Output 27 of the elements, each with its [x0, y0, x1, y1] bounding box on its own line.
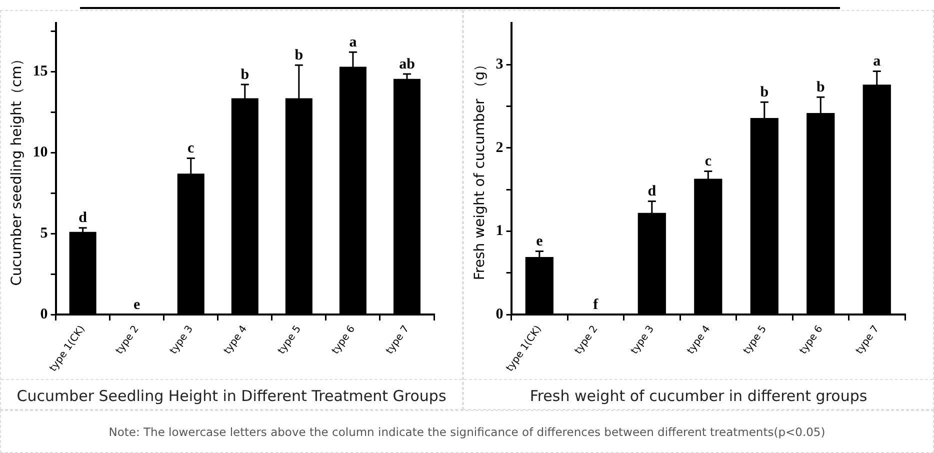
annotation: ab	[399, 56, 415, 72]
annotation: c	[704, 154, 712, 170]
annotation: f	[593, 296, 600, 313]
text: Note: The lowercase letters above the column indicate the significance of differences between different treatments(p<0.05)	[108, 424, 826, 438]
annotation: b	[760, 84, 769, 100]
y-tick-label: 0	[496, 306, 504, 322]
annotation: b	[816, 80, 825, 96]
text: Cucumber Seedling Height in Different Treatment Groups	[1, 379, 462, 412]
annotation: d	[648, 184, 657, 200]
annotation: c	[188, 140, 195, 157]
y-tick-label: 10	[32, 144, 48, 160]
annotation: d	[78, 210, 88, 226]
annotation: e	[536, 234, 544, 250]
y-tick-label: 15	[32, 63, 48, 80]
y-tick-label: 1	[496, 223, 504, 240]
y-axis-title: Cucumber seedling height（cm）	[9, 52, 26, 286]
y-tick-label: 2	[496, 140, 504, 156]
y-tick-label: 5	[40, 225, 48, 242]
annotation: e	[134, 296, 141, 313]
annotation: b	[240, 66, 250, 83]
annotation: b	[294, 47, 304, 64]
text: Fresh weight of cucumber in different groups	[464, 379, 933, 412]
y-axis-title: Fresh weight of cucumber （g）	[472, 57, 488, 280]
y-tick-label: 0	[40, 306, 48, 322]
annotation: a	[349, 34, 358, 51]
annotation: a	[873, 54, 882, 70]
y-tick-label: 3	[496, 56, 504, 73]
